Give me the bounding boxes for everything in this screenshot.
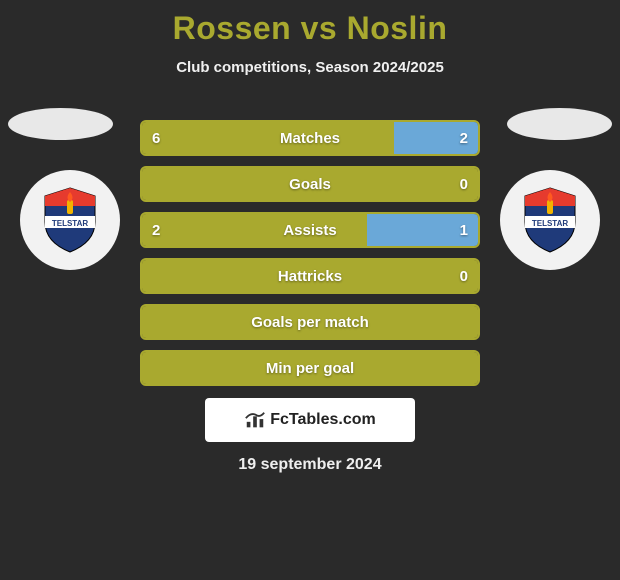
comparison-bars: 62Matches 0Goals 21Assists 0Hattricks Goals … xyxy=(140,120,480,396)
date-text: 19 september 2024 xyxy=(0,456,620,474)
club-badge-right: TELSTAR xyxy=(500,170,600,270)
page-subtitle: Club competitions, Season 2024/2025 xyxy=(0,59,620,76)
bar-label: Goals per match xyxy=(142,314,478,331)
bar-row: 21Assists xyxy=(140,212,480,248)
ellipse-left xyxy=(8,108,113,140)
footer-brand-text: FcTables.com xyxy=(270,411,376,429)
bar-label: Goals xyxy=(142,176,478,193)
ellipse-right xyxy=(507,108,612,140)
footer-brand-box: FcTables.com xyxy=(205,398,415,442)
bar-row: 0Goals xyxy=(140,166,480,202)
club-badge-left: TELSTAR xyxy=(20,170,120,270)
bar-label: Matches xyxy=(142,130,478,147)
shield-icon: TELSTAR xyxy=(521,186,579,254)
bar-row: Goals per match xyxy=(140,304,480,340)
svg-text:TELSTAR: TELSTAR xyxy=(532,219,569,228)
bar-row: Min per goal xyxy=(140,350,480,386)
page-title: Rossen vs Noslin xyxy=(0,0,620,47)
shield-icon: TELSTAR xyxy=(41,186,99,254)
svg-text:TELSTAR: TELSTAR xyxy=(52,219,89,228)
bar-row: 0Hattricks xyxy=(140,258,480,294)
bar-label: Min per goal xyxy=(142,360,478,377)
chart-icon xyxy=(244,409,266,431)
bar-label: Assists xyxy=(142,222,478,239)
bar-label: Hattricks xyxy=(142,268,478,285)
bar-row: 62Matches xyxy=(140,120,480,156)
